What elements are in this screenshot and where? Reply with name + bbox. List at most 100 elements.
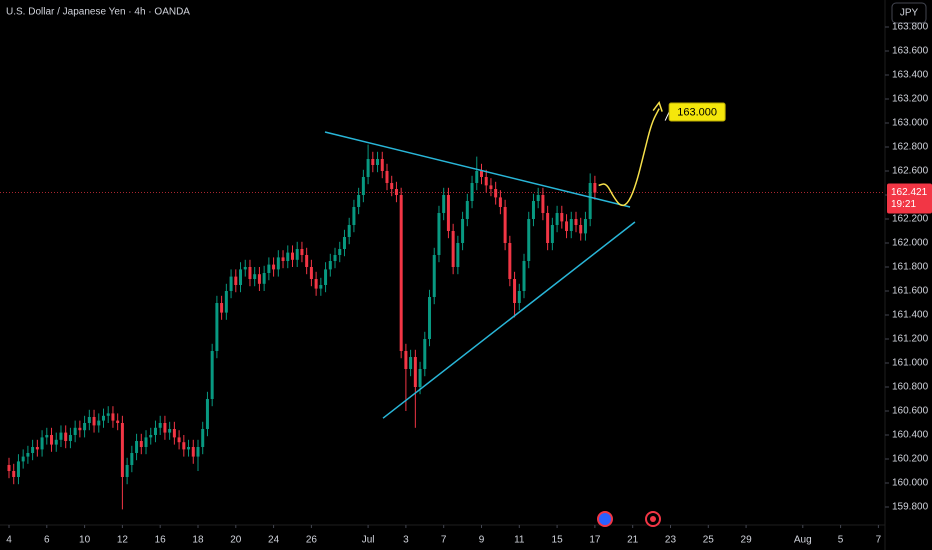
candle-body [267, 264, 271, 273]
candle-body [290, 252, 294, 260]
y-tick-label: 162.200 [892, 214, 929, 225]
y-tick-label: 161.200 [892, 334, 929, 345]
candle-body [583, 219, 587, 234]
candle-body [531, 201, 535, 219]
candle-body [569, 219, 573, 231]
candle-body [83, 423, 87, 431]
candle-body [130, 453, 134, 465]
x-tick-label: 16 [155, 535, 167, 546]
candle-body [338, 249, 342, 255]
candle-body [314, 279, 318, 289]
candle-body [120, 423, 124, 477]
candle-body [78, 427, 82, 431]
candle-body [380, 159, 384, 171]
candle-body [489, 185, 493, 189]
candle-body [177, 437, 181, 443]
x-tick-label: 5 [838, 535, 844, 546]
candle-body [319, 285, 323, 289]
candle-body [432, 255, 436, 297]
candle-body [328, 261, 332, 270]
candle-body [73, 427, 77, 435]
candle-body [16, 461, 20, 477]
candle-body [305, 255, 309, 267]
candle-body [550, 225, 554, 243]
candle-body [31, 447, 35, 453]
candle-body [97, 420, 101, 426]
candle-body [347, 225, 351, 237]
candle-body [248, 267, 252, 279]
candle-body [423, 339, 427, 369]
candle-body [399, 195, 403, 351]
candle-body [220, 303, 224, 313]
candle-body [456, 243, 460, 267]
trendline [324, 131, 631, 208]
trendline [382, 221, 636, 419]
candle-body [262, 273, 266, 284]
candle-body [295, 249, 299, 260]
candle-body [26, 453, 30, 457]
candle-body [111, 413, 115, 421]
x-tick-label: 9 [479, 535, 485, 546]
y-tick-label: 161.800 [892, 262, 929, 273]
candle-body [300, 249, 304, 255]
candle-body [442, 195, 446, 213]
candle-body [579, 225, 583, 234]
candle-body [7, 465, 11, 471]
event-icon-dot [650, 516, 656, 522]
x-tick-label: 18 [192, 535, 204, 546]
currency-button-label[interactable]: JPY [900, 8, 919, 19]
y-tick-label: 161.000 [892, 358, 929, 369]
candle-body [503, 207, 507, 243]
candle-body [409, 357, 413, 369]
candle-body [135, 441, 139, 453]
x-tick-label: 11 [514, 535, 525, 546]
y-tick-label: 160.000 [892, 478, 929, 489]
candle-body [565, 221, 569, 231]
x-tick-label: 25 [703, 535, 715, 546]
y-tick-label: 163.400 [892, 70, 929, 81]
candle-body [196, 447, 200, 457]
candle-body [593, 183, 597, 193]
event-icon[interactable] [597, 511, 613, 527]
candle-body [215, 303, 219, 351]
x-tick-label: 10 [79, 535, 91, 546]
y-tick-label: 159.800 [892, 502, 929, 513]
candle-body [522, 261, 526, 291]
candle-body [376, 159, 380, 165]
candle-body [205, 399, 209, 429]
candle-body [201, 429, 205, 447]
candle-body [541, 195, 545, 213]
x-tick-label: 7 [441, 535, 447, 546]
candle-body [324, 269, 328, 285]
x-tick-label: 20 [230, 535, 242, 546]
x-tick-label: Jul [362, 535, 375, 546]
x-tick-label: 26 [306, 535, 318, 546]
candle-body [517, 291, 521, 303]
candle-body [92, 417, 96, 426]
candle-body [428, 297, 432, 339]
candle-body [187, 447, 191, 450]
candle-body [149, 435, 153, 438]
candle-body [470, 183, 474, 201]
projection-curve [598, 108, 660, 207]
candle-body [588, 183, 592, 219]
candle-body [371, 159, 375, 165]
candle-body [68, 435, 72, 441]
candle-body [191, 447, 195, 457]
candle-body [286, 252, 290, 261]
candle-body [479, 171, 483, 177]
candle-body [333, 255, 337, 261]
candle-body [257, 274, 261, 284]
candle-body [239, 269, 243, 285]
candle-body [342, 237, 346, 249]
currency-button[interactable] [891, 2, 927, 24]
candle-body [224, 291, 228, 313]
x-tick-label: 7 [876, 535, 882, 546]
candle-body [546, 213, 550, 243]
last-price-badge [887, 183, 932, 214]
x-tick-label: 15 [552, 535, 564, 546]
candle-body [21, 456, 25, 462]
candle-body [54, 439, 58, 445]
candle-body [394, 189, 398, 195]
x-tick-label: 6 [44, 535, 50, 546]
